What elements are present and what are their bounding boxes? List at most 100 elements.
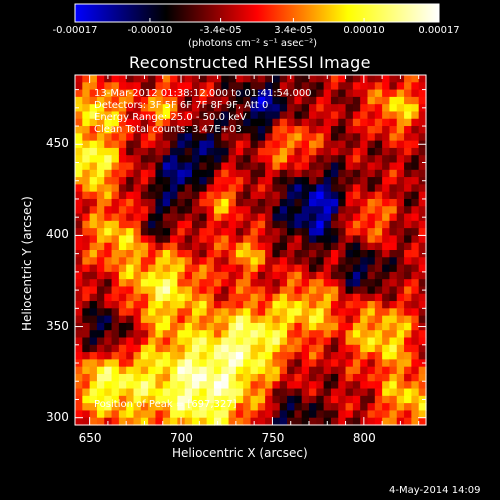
heatmap-pixel (309, 366, 317, 375)
heatmap-pixel (265, 250, 274, 258)
heatmap-pixel (133, 293, 142, 302)
heatmap-pixel (162, 271, 171, 280)
heatmap-pixel (309, 206, 317, 215)
heatmap-pixel (243, 381, 252, 390)
heatmap-pixel (192, 381, 200, 390)
heatmap-pixel (155, 235, 164, 244)
heatmap-pixel (213, 395, 222, 404)
heatmap-pixel (177, 228, 186, 237)
heatmap-pixel (104, 322, 113, 331)
heatmap-pixel (272, 140, 281, 149)
heatmap-pixel (162, 184, 171, 193)
heatmap-pixel (148, 169, 157, 178)
heatmap-pixel (243, 315, 252, 324)
heatmap-pixel (235, 96, 244, 105)
heatmap-pixel (170, 352, 178, 360)
heatmap-pixel (162, 96, 171, 105)
heatmap-pixel (82, 271, 91, 280)
heatmap-pixel (243, 301, 252, 309)
heatmap-pixel (323, 322, 332, 331)
heatmap-pixel (118, 250, 127, 258)
heatmap-pixel (192, 228, 200, 237)
heatmap-pixel (301, 293, 310, 302)
heatmap-pixel (133, 279, 142, 288)
heatmap-pixel (257, 293, 266, 302)
heatmap-pixel (352, 395, 361, 404)
heatmap-pixel (272, 337, 281, 346)
heatmap-pixel (228, 373, 237, 382)
heatmap-pixel (192, 301, 200, 309)
heatmap-pixel (250, 330, 259, 339)
heatmap-pixel (294, 147, 303, 156)
heatmap-pixel (396, 82, 405, 91)
heatmap-pixel (265, 395, 274, 404)
heatmap-pixel (184, 111, 193, 120)
heatmap-pixel (184, 242, 193, 251)
heatmap-pixel (257, 89, 266, 98)
heatmap-pixel (243, 220, 252, 229)
heatmap-pixel (170, 337, 178, 346)
heatmap-pixel (265, 352, 274, 360)
heatmap-pixel (360, 198, 369, 207)
heatmap-pixel (330, 352, 339, 360)
heatmap-pixel (155, 155, 164, 164)
heatmap-pixel (213, 242, 222, 251)
heatmap-pixel (257, 82, 266, 91)
heatmap-pixel (148, 264, 157, 273)
heatmap-pixel (396, 293, 405, 302)
heatmap-pixel (316, 417, 325, 426)
heatmap-pixel (338, 293, 347, 302)
heatmap-pixel (192, 191, 200, 200)
heatmap-pixel (126, 257, 135, 266)
heatmap-pixel (177, 184, 186, 193)
heatmap-pixel (192, 133, 200, 142)
heatmap-pixel (96, 381, 105, 390)
heatmap-pixel (148, 133, 157, 142)
heatmap-pixel (257, 330, 266, 339)
heatmap-pixel (265, 198, 274, 207)
heatmap-pixel (155, 330, 164, 339)
heatmap-pixel (411, 140, 420, 149)
heatmap-pixel (170, 111, 178, 120)
heatmap-pixel (396, 242, 405, 251)
heatmap-pixel (250, 206, 259, 215)
heatmap-pixel (418, 96, 427, 105)
heatmap-pixel (279, 359, 288, 368)
heatmap-pixel (111, 293, 120, 302)
heatmap-pixel (345, 403, 354, 412)
heatmap-pixel (330, 169, 339, 178)
heatmap-pixel (126, 198, 135, 207)
heatmap-pixel (360, 381, 369, 390)
heatmap-pixel (192, 322, 200, 331)
heatmap-pixel (287, 177, 295, 185)
heatmap-pixel (206, 293, 215, 302)
heatmap-pixel (418, 155, 427, 164)
heatmap-pixel (257, 322, 266, 331)
heatmap-pixel (418, 89, 427, 98)
heatmap-pixel (133, 169, 142, 178)
heatmap-pixel (301, 162, 310, 171)
heatmap-pixel (75, 293, 83, 302)
heatmap-pixel (360, 126, 369, 134)
heatmap-pixel (235, 337, 244, 346)
heatmap-pixel (404, 322, 412, 331)
heatmap-pixel (301, 198, 310, 207)
heatmap-pixel (345, 359, 354, 368)
heatmap-pixel (148, 198, 157, 207)
heatmap-pixel (374, 301, 383, 309)
heatmap-pixel (272, 184, 281, 193)
heatmap-pixel (75, 126, 83, 134)
heatmap-pixel (111, 235, 120, 244)
heatmap-pixel (126, 155, 135, 164)
heatmap-pixel (170, 177, 178, 185)
heatmap-pixel (243, 75, 252, 83)
heatmap-pixel (140, 403, 149, 412)
heatmap-pixel (338, 395, 347, 404)
heatmap-pixel (140, 206, 149, 215)
heatmap-pixel (89, 89, 98, 98)
heatmap-pixel (382, 155, 391, 164)
heatmap-pixel (272, 220, 281, 229)
heatmap-pixel (148, 308, 157, 317)
heatmap-pixel (213, 220, 222, 229)
heatmap-pixel (75, 184, 83, 193)
